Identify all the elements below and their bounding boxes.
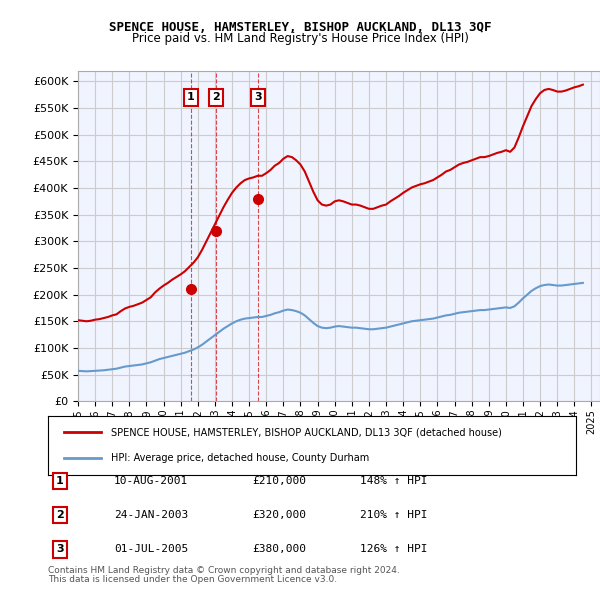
Text: £380,000: £380,000 [252, 545, 306, 554]
Text: 2: 2 [212, 93, 220, 103]
Text: 3: 3 [56, 545, 64, 554]
Text: SPENCE HOUSE, HAMSTERLEY, BISHOP AUCKLAND, DL13 3QF (detached house): SPENCE HOUSE, HAMSTERLEY, BISHOP AUCKLAN… [112, 428, 502, 437]
Text: HPI: Average price, detached house, County Durham: HPI: Average price, detached house, Coun… [112, 454, 370, 463]
Text: 1: 1 [56, 476, 64, 486]
Text: SPENCE HOUSE, HAMSTERLEY, BISHOP AUCKLAND, DL13 3QF: SPENCE HOUSE, HAMSTERLEY, BISHOP AUCKLAN… [109, 21, 491, 34]
Text: 1: 1 [187, 93, 195, 103]
Text: £210,000: £210,000 [252, 476, 306, 486]
Text: Contains HM Land Registry data © Crown copyright and database right 2024.: Contains HM Land Registry data © Crown c… [48, 566, 400, 575]
Text: 24-JAN-2003: 24-JAN-2003 [114, 510, 188, 520]
Text: This data is licensed under the Open Government Licence v3.0.: This data is licensed under the Open Gov… [48, 575, 337, 584]
Text: 210% ↑ HPI: 210% ↑ HPI [360, 510, 427, 520]
Text: 2: 2 [56, 510, 64, 520]
Text: Price paid vs. HM Land Registry's House Price Index (HPI): Price paid vs. HM Land Registry's House … [131, 32, 469, 45]
Text: 10-AUG-2001: 10-AUG-2001 [114, 476, 188, 486]
Text: 148% ↑ HPI: 148% ↑ HPI [360, 476, 427, 486]
Text: 3: 3 [254, 93, 262, 103]
Text: 01-JUL-2005: 01-JUL-2005 [114, 545, 188, 554]
Text: £320,000: £320,000 [252, 510, 306, 520]
Text: 126% ↑ HPI: 126% ↑ HPI [360, 545, 427, 554]
